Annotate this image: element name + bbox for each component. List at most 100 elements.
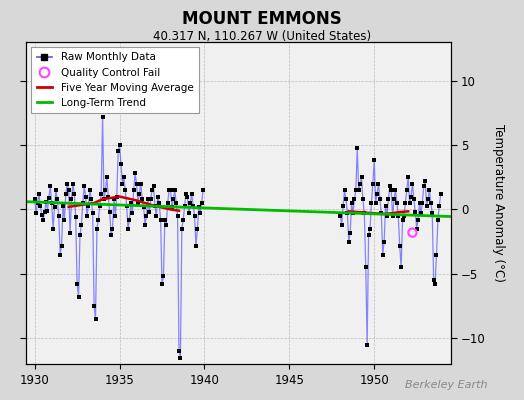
Point [128,210,136,216]
Legend: Raw Monthly Data, Quality Control Fail, Five Year Moving Average, Long-Term Tren: Raw Monthly Data, Quality Control Fail, … [31,47,199,113]
Point [155,200,163,206]
Point [186,200,194,206]
Point [391,187,400,193]
Point [383,213,391,219]
Point [436,191,445,197]
Point [408,230,417,236]
Point [70,191,79,197]
Point [157,216,165,223]
Point [336,213,344,219]
Point [62,191,70,197]
Point [387,187,396,193]
Point [108,226,117,232]
Point [353,144,362,151]
Point [362,264,370,270]
Point [67,196,75,202]
Point [39,216,47,223]
Point [80,183,89,190]
Point [139,204,148,210]
Point [53,196,61,202]
Point [390,196,398,202]
Point [342,196,350,202]
Text: 40.317 N, 110.267 W (United States): 40.317 N, 110.267 W (United States) [153,30,371,43]
Point [111,213,119,219]
Point [135,191,144,197]
Point [145,209,154,215]
Point [46,183,54,190]
Point [384,196,392,202]
Point [356,180,364,187]
Point [373,191,381,197]
Point [57,242,66,249]
Point [199,187,208,193]
Point [90,303,99,309]
Point [115,142,124,148]
Point [100,196,108,202]
Point [420,183,428,190]
Point [416,200,424,206]
Point [63,180,71,187]
Point [434,216,442,223]
Point [84,202,93,209]
Point [64,187,73,193]
Point [43,208,51,214]
Point [49,226,57,232]
Point [35,191,43,197]
Point [48,200,56,206]
Point [69,180,77,187]
Point [402,187,411,193]
Point [343,210,352,216]
Point [118,180,127,187]
Point [131,170,139,176]
Point [138,196,146,202]
Point [94,216,103,223]
Point [192,242,200,249]
Point [428,210,436,216]
Point [79,200,87,206]
Point [347,200,356,206]
Point [147,196,155,202]
Point [32,210,40,216]
Point [377,210,386,216]
Point [34,200,42,206]
Point [359,196,367,202]
Point [178,226,186,232]
Point [182,191,190,197]
Point [151,202,159,209]
Point [103,174,111,180]
Point [83,213,91,219]
Point [435,202,443,209]
Point [350,196,358,202]
Point [107,232,115,238]
Point [406,200,414,206]
Point [376,196,384,202]
Point [414,216,422,223]
Point [378,251,387,258]
Point [158,281,166,287]
Point [97,191,105,197]
Point [93,226,101,232]
Point [370,157,378,164]
Point [357,174,366,180]
Point [190,213,199,219]
Point [76,232,84,238]
Point [149,183,158,190]
Point [340,187,348,193]
Point [124,226,132,232]
Point [198,200,206,206]
Point [85,187,94,193]
Point [154,193,162,200]
Text: Berkeley Earth: Berkeley Earth [405,380,487,390]
Point [168,204,176,210]
Point [345,238,353,245]
Point [42,198,50,205]
Text: MOUNT EMMONS: MOUNT EMMONS [182,10,342,28]
Point [364,232,373,238]
Point [354,187,363,193]
Point [394,213,402,219]
Point [374,180,383,187]
Point [175,348,183,354]
Point [166,187,174,193]
Point [380,238,388,245]
Point [411,209,420,215]
